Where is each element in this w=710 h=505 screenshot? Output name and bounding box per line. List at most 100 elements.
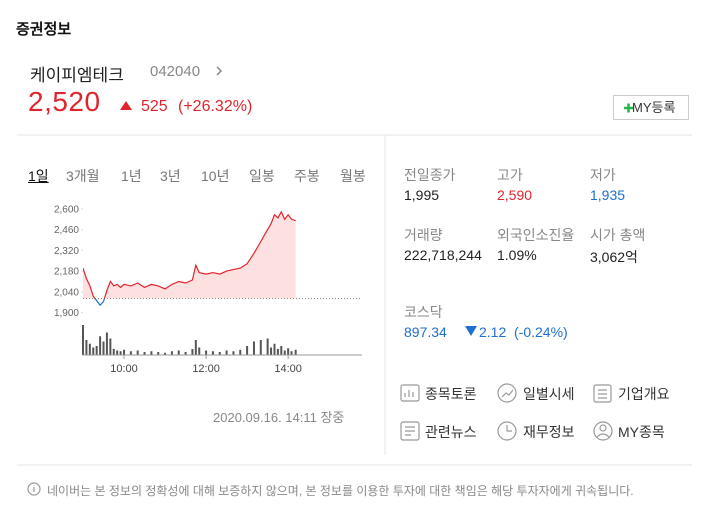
volume-bar bbox=[198, 347, 201, 355]
volume-bar bbox=[232, 351, 235, 355]
volume-bar bbox=[116, 350, 119, 355]
quick-link[interactable]: 재무정보 bbox=[523, 424, 575, 440]
volume-bar bbox=[177, 350, 180, 355]
volume-bar bbox=[252, 341, 255, 355]
volume-bar bbox=[246, 346, 249, 355]
volume-bar bbox=[95, 346, 98, 355]
price-area bbox=[83, 211, 296, 299]
volume-bar bbox=[164, 352, 167, 355]
volume-bar bbox=[123, 349, 126, 355]
stat-value: 1,995 bbox=[404, 187, 440, 203]
price-change: 525 bbox=[141, 98, 168, 115]
volume-bar bbox=[205, 350, 208, 355]
volume-bar bbox=[109, 338, 112, 355]
volume-bar bbox=[270, 347, 273, 355]
volume-bar bbox=[294, 349, 297, 355]
volume-bar bbox=[225, 350, 228, 355]
volume-bar bbox=[112, 349, 115, 355]
stat-value: 1.09% bbox=[497, 247, 537, 263]
chart-timestamp: 2020.09.16. 14:11 장중 bbox=[213, 410, 345, 425]
volume-bar bbox=[82, 325, 84, 355]
volume-bar bbox=[105, 332, 108, 355]
stat-label: 거래량 bbox=[404, 227, 443, 243]
y-tick-label: 2,600 bbox=[54, 204, 79, 215]
volume-bar bbox=[85, 340, 88, 355]
volume-bar bbox=[276, 349, 279, 355]
stock-name[interactable]: 케이피엠테크 bbox=[30, 66, 124, 85]
volume-bar bbox=[102, 341, 105, 355]
volume-bar bbox=[287, 348, 290, 355]
disclaimer: 네이버는 본 정보의 정확성에 대해 보증하지 않으며, 본 정보를 이용한 투… bbox=[47, 484, 634, 498]
stat-value: 1,935 bbox=[590, 187, 626, 203]
stat-value: 222,718,244 bbox=[404, 247, 482, 263]
index-label: 코스닥 bbox=[404, 304, 443, 320]
period-tab[interactable]: 1년 bbox=[121, 168, 142, 184]
quick-link[interactable]: MY종목 bbox=[618, 424, 665, 440]
volume-bar bbox=[191, 349, 194, 355]
volume-bar bbox=[259, 340, 262, 355]
volume-bar bbox=[157, 352, 160, 355]
index-value: 897.34 bbox=[404, 324, 447, 340]
y-tick-label: 1,900 bbox=[54, 308, 79, 319]
volume-bar bbox=[92, 347, 95, 355]
stat-label: 시가 총액 bbox=[590, 227, 646, 243]
quick-link[interactable]: 기업개요 bbox=[618, 386, 670, 402]
stat-label: 저가 bbox=[590, 167, 616, 183]
price-line bbox=[83, 210, 296, 299]
up-arrow-icon bbox=[120, 101, 132, 110]
volume-bar bbox=[273, 343, 276, 355]
index-change-rate: (-0.24%) bbox=[514, 324, 568, 340]
current-price: 2,520 bbox=[28, 86, 101, 117]
price-change-rate: (+26.32%) bbox=[178, 98, 253, 115]
quick-link[interactable]: 관련뉴스 bbox=[425, 424, 477, 440]
y-tick-label: 2,320 bbox=[54, 246, 79, 257]
section-title: 증권정보 bbox=[16, 21, 72, 38]
volume-bar bbox=[99, 336, 102, 355]
stock-code: 042040 bbox=[150, 63, 201, 80]
period-tab[interactable]: 3개월 bbox=[66, 168, 100, 184]
down-arrow-icon bbox=[465, 326, 477, 336]
y-tick-label: 2,040 bbox=[54, 287, 79, 298]
volume-bar bbox=[280, 346, 283, 355]
volume-bar bbox=[129, 351, 132, 355]
period-tab[interactable]: 10년 bbox=[201, 168, 230, 184]
stat-label: 고가 bbox=[497, 167, 523, 183]
my-register-button[interactable]: MY등록 bbox=[613, 95, 689, 120]
x-tick-label: 14:00 bbox=[274, 363, 302, 375]
chevron-icon[interactable] bbox=[216, 66, 223, 76]
volume-bar bbox=[88, 343, 91, 355]
index-change: 2.12 bbox=[479, 324, 507, 340]
volume-bar bbox=[211, 351, 214, 355]
x-tick-label: 10:00 bbox=[110, 363, 138, 375]
volume-bar bbox=[194, 340, 197, 355]
volume-bar bbox=[290, 351, 293, 355]
period-tab[interactable]: 일봉 bbox=[249, 168, 275, 184]
y-tick-label: 2,180 bbox=[54, 267, 79, 278]
stat-value: 2,590 bbox=[497, 187, 533, 203]
x-tick-label: 12:00 bbox=[192, 363, 220, 375]
volume-bar bbox=[136, 350, 139, 355]
plus-icon bbox=[624, 103, 633, 113]
period-tab[interactable]: 1일 bbox=[28, 168, 49, 184]
period-tab[interactable]: 월봉 bbox=[340, 168, 366, 184]
period-tab[interactable]: 3년 bbox=[160, 168, 181, 184]
volume-bar bbox=[239, 349, 242, 355]
volume-bar bbox=[266, 338, 269, 355]
period-tab[interactable]: 주봉 bbox=[294, 168, 320, 184]
volume-bar bbox=[184, 352, 187, 355]
volume-bar bbox=[150, 351, 153, 355]
volume-bar bbox=[170, 351, 173, 355]
volume-bar bbox=[218, 352, 221, 355]
stat-value: 3,062억 bbox=[590, 249, 638, 265]
intraday-chart: 2,600 2,460 2,320 2,180 2,040 1,900 10:00 12:00… bbox=[54, 204, 362, 375]
volume-bar bbox=[283, 350, 286, 355]
stat-label: 외국인소진율 bbox=[497, 227, 575, 243]
volume-bar bbox=[119, 351, 122, 355]
quick-link[interactable]: 일별시세 bbox=[523, 386, 575, 402]
stat-label: 전일종가 bbox=[404, 167, 456, 183]
volume-bar bbox=[143, 352, 146, 355]
quick-link[interactable]: 종목토론 bbox=[425, 386, 477, 402]
link-icons bbox=[27, 383, 613, 496]
